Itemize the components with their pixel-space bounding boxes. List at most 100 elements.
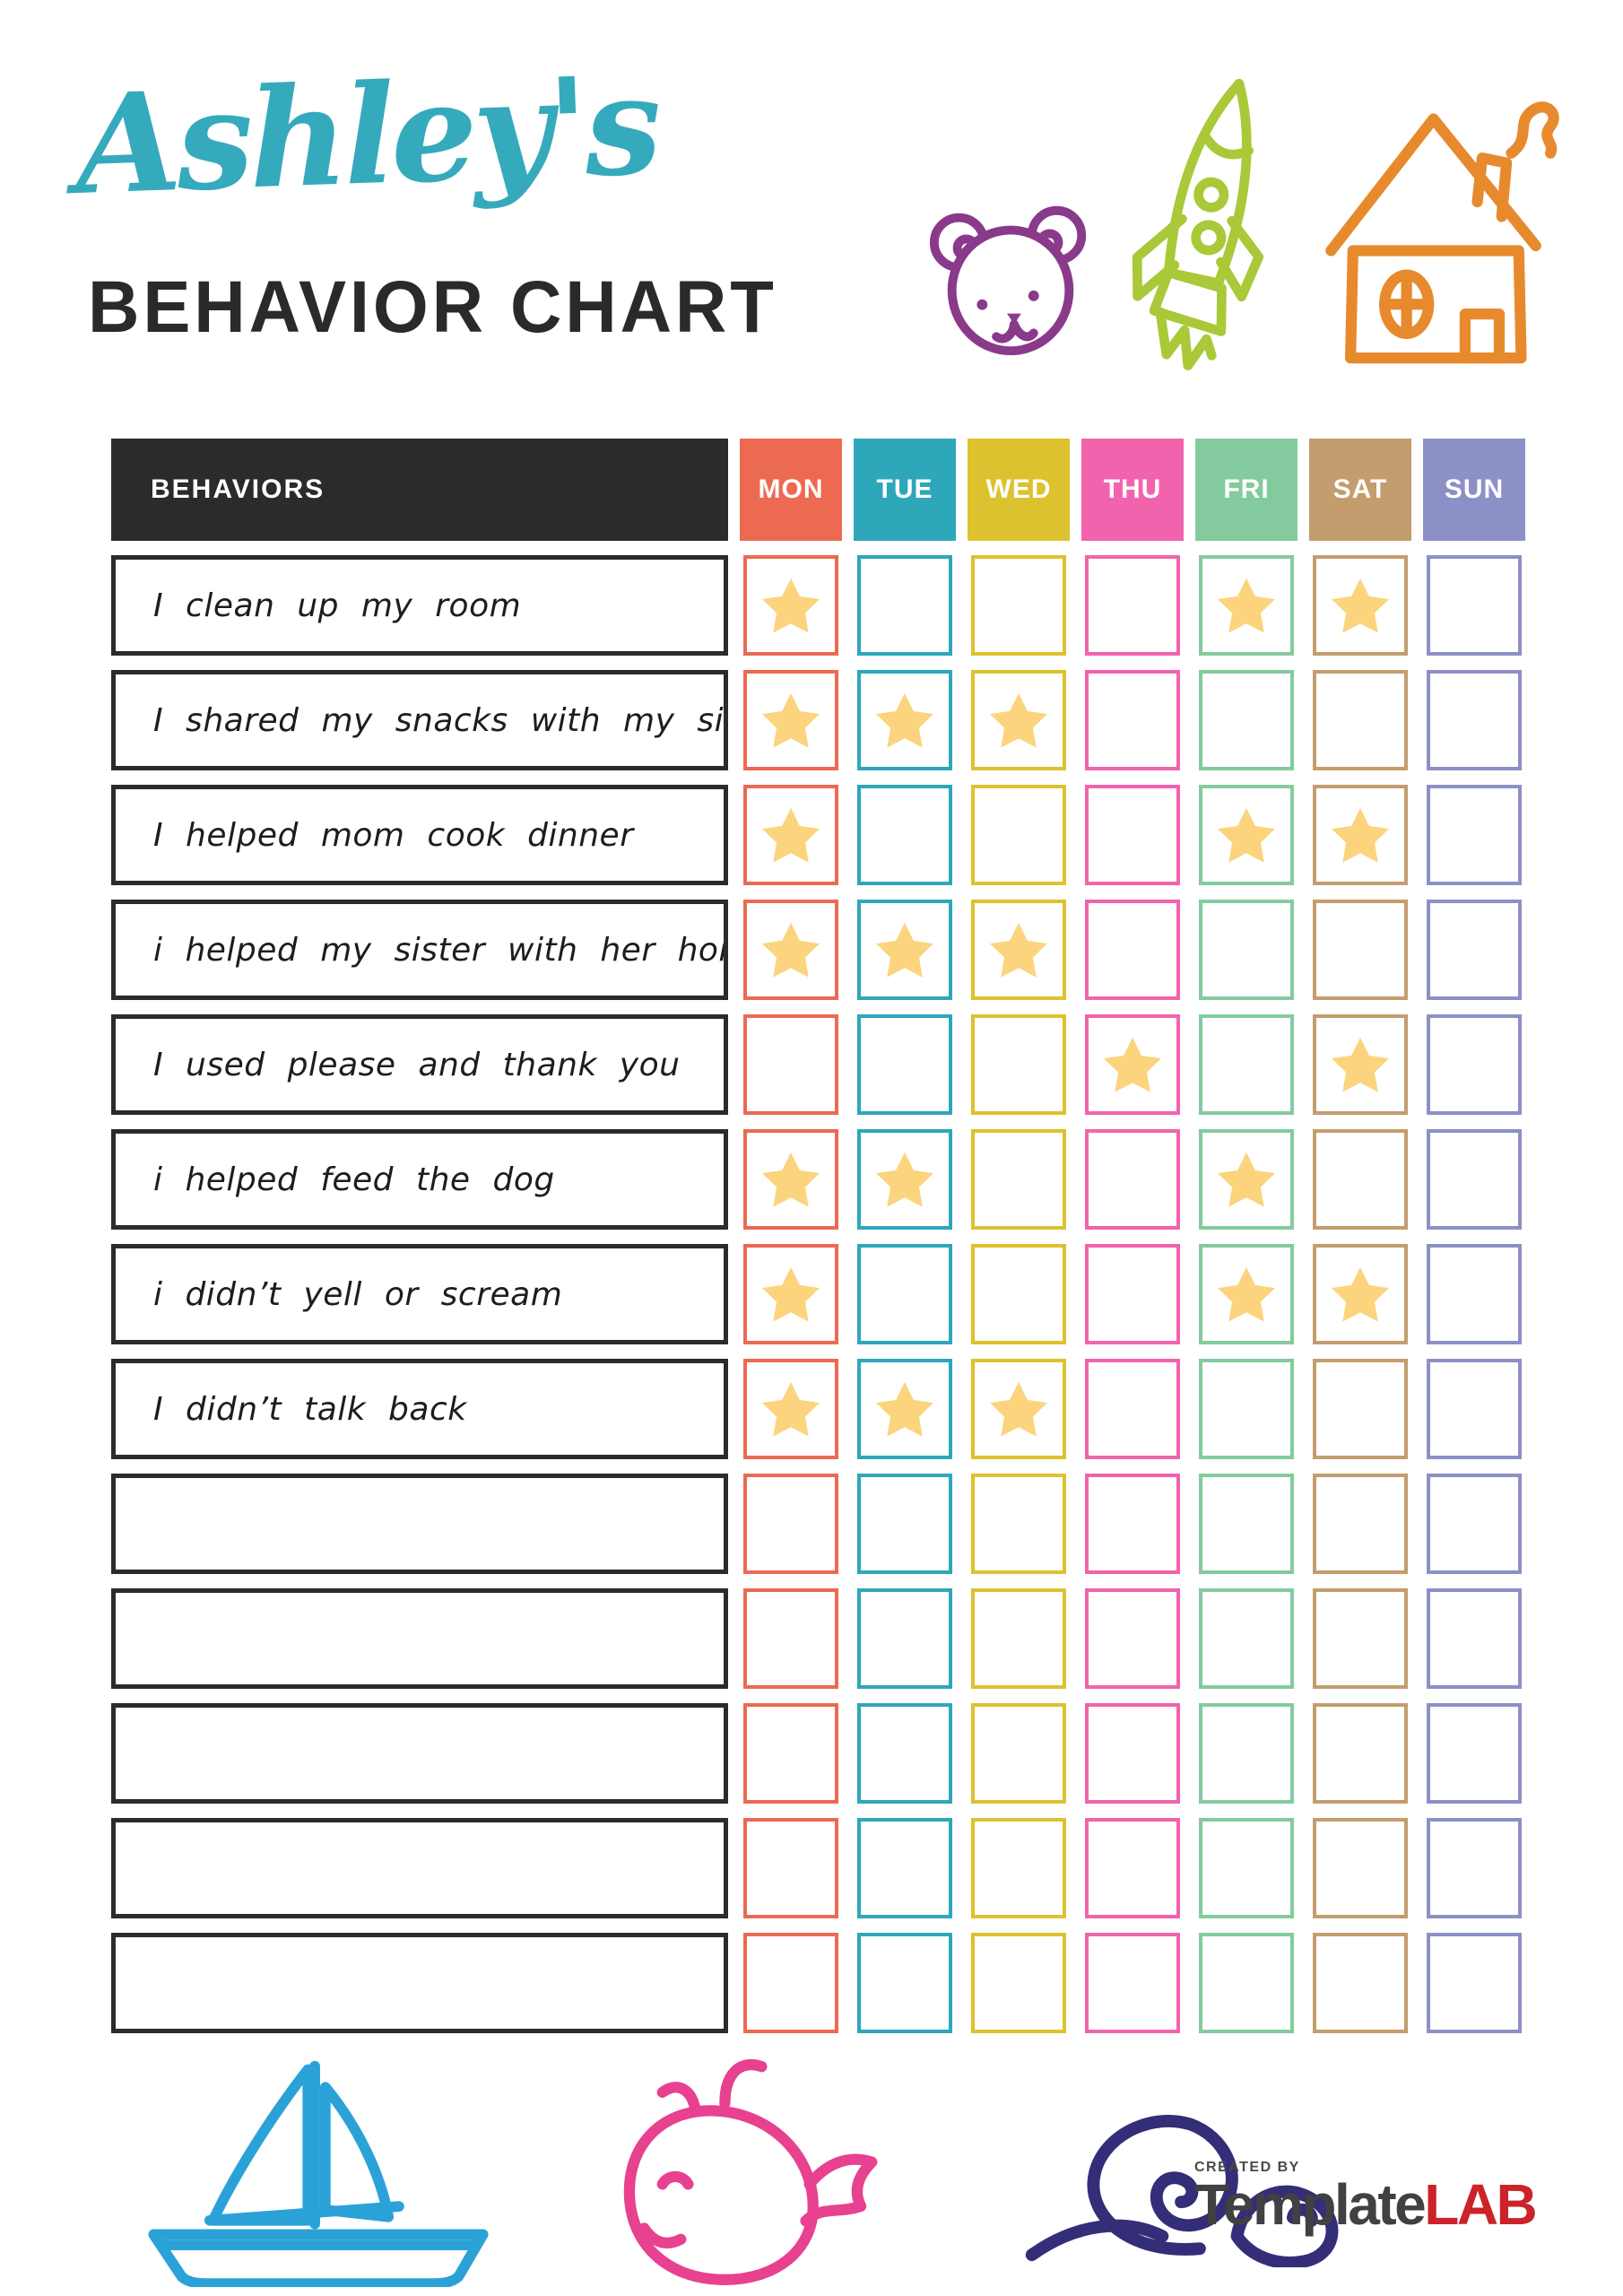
day-checkbox-sun-row8[interactable] [1427,1359,1522,1459]
day-checkbox-wed-row5[interactable] [971,1014,1066,1115]
day-checkbox-fri-row1[interactable] [1199,555,1294,656]
day-checkbox-tue-row10[interactable] [857,1588,952,1689]
day-checkbox-tue-row7[interactable] [857,1244,952,1344]
day-checkbox-thu-row13[interactable] [1085,1933,1180,2033]
day-checkbox-sun-row9[interactable] [1427,1474,1522,1574]
day-checkbox-thu-row2[interactable] [1085,670,1180,770]
day-checkbox-wed-row12[interactable] [971,1818,1066,1918]
day-checkbox-fri-row7[interactable] [1199,1244,1294,1344]
day-checkbox-fri-row3[interactable] [1199,785,1294,885]
day-checkbox-mon-row6[interactable] [743,1129,838,1230]
day-checkbox-thu-row7[interactable] [1085,1244,1180,1344]
day-checkbox-sun-row2[interactable] [1427,670,1522,770]
day-checkbox-mon-row1[interactable] [743,555,838,656]
day-checkbox-wed-row13[interactable] [971,1933,1066,2033]
day-checkbox-sat-row9[interactable] [1313,1474,1408,1574]
day-checkbox-sat-row5[interactable] [1313,1014,1408,1115]
day-checkbox-thu-row4[interactable] [1085,900,1180,1000]
day-checkbox-fri-row5[interactable] [1199,1014,1294,1115]
day-checkbox-sun-row12[interactable] [1427,1818,1522,1918]
behavior-cell[interactable] [111,1703,728,1804]
day-checkbox-sat-row2[interactable] [1313,670,1408,770]
day-checkbox-mon-row8[interactable] [743,1359,838,1459]
day-checkbox-sat-row7[interactable] [1313,1244,1408,1344]
behavior-cell[interactable]: I didn’t talk back [111,1359,728,1459]
day-checkbox-sun-row13[interactable] [1427,1933,1522,2033]
day-checkbox-thu-row8[interactable] [1085,1359,1180,1459]
day-checkbox-tue-row1[interactable] [857,555,952,656]
day-checkbox-wed-row4[interactable] [971,900,1066,1000]
behavior-cell[interactable] [111,1588,728,1689]
day-checkbox-thu-row6[interactable] [1085,1129,1180,1230]
day-checkbox-wed-row10[interactable] [971,1588,1066,1689]
day-checkbox-wed-row11[interactable] [971,1703,1066,1804]
day-checkbox-fri-row11[interactable] [1199,1703,1294,1804]
day-checkbox-thu-row1[interactable] [1085,555,1180,656]
day-checkbox-thu-row12[interactable] [1085,1818,1180,1918]
day-checkbox-sat-row8[interactable] [1313,1359,1408,1459]
day-checkbox-mon-row12[interactable] [743,1818,838,1918]
behavior-cell[interactable] [111,1474,728,1574]
day-checkbox-fri-row10[interactable] [1199,1588,1294,1689]
day-checkbox-tue-row8[interactable] [857,1359,952,1459]
day-checkbox-sat-row13[interactable] [1313,1933,1408,2033]
day-checkbox-wed-row2[interactable] [971,670,1066,770]
day-checkbox-thu-row5[interactable] [1085,1014,1180,1115]
day-checkbox-sat-row1[interactable] [1313,555,1408,656]
day-checkbox-wed-row1[interactable] [971,555,1066,656]
day-checkbox-tue-row2[interactable] [857,670,952,770]
day-checkbox-wed-row3[interactable] [971,785,1066,885]
day-checkbox-mon-row7[interactable] [743,1244,838,1344]
day-checkbox-tue-row11[interactable] [857,1703,952,1804]
day-checkbox-sat-row10[interactable] [1313,1588,1408,1689]
day-checkbox-sun-row4[interactable] [1427,900,1522,1000]
day-checkbox-thu-row3[interactable] [1085,785,1180,885]
day-checkbox-tue-row6[interactable] [857,1129,952,1230]
day-checkbox-sun-row3[interactable] [1427,785,1522,885]
behavior-cell[interactable] [111,1818,728,1918]
day-checkbox-mon-row10[interactable] [743,1588,838,1689]
day-checkbox-mon-row9[interactable] [743,1474,838,1574]
day-checkbox-sun-row1[interactable] [1427,555,1522,656]
behavior-cell[interactable]: I helped mom cook dinner [111,785,728,885]
day-checkbox-mon-row5[interactable] [743,1014,838,1115]
day-checkbox-tue-row12[interactable] [857,1818,952,1918]
day-checkbox-sat-row3[interactable] [1313,785,1408,885]
day-checkbox-sat-row6[interactable] [1313,1129,1408,1230]
day-checkbox-fri-row8[interactable] [1199,1359,1294,1459]
day-checkbox-wed-row9[interactable] [971,1474,1066,1574]
day-checkbox-sat-row12[interactable] [1313,1818,1408,1918]
day-checkbox-mon-row4[interactable] [743,900,838,1000]
day-checkbox-tue-row13[interactable] [857,1933,952,2033]
day-checkbox-mon-row3[interactable] [743,785,838,885]
behavior-cell[interactable]: i didn’t yell or scream [111,1244,728,1344]
day-checkbox-sat-row11[interactable] [1313,1703,1408,1804]
day-checkbox-tue-row5[interactable] [857,1014,952,1115]
behavior-cell[interactable] [111,1933,728,2033]
day-checkbox-mon-row2[interactable] [743,670,838,770]
day-checkbox-sun-row5[interactable] [1427,1014,1522,1115]
day-checkbox-mon-row13[interactable] [743,1933,838,2033]
day-checkbox-sun-row7[interactable] [1427,1244,1522,1344]
day-checkbox-sat-row4[interactable] [1313,900,1408,1000]
behavior-cell[interactable]: I clean up my room [111,555,728,656]
day-checkbox-tue-row4[interactable] [857,900,952,1000]
behavior-cell[interactable]: I shared my snacks with my sister [111,670,728,770]
behavior-cell[interactable]: i helped my sister with her homework [111,900,728,1000]
day-checkbox-fri-row2[interactable] [1199,670,1294,770]
day-checkbox-fri-row6[interactable] [1199,1129,1294,1230]
day-checkbox-wed-row6[interactable] [971,1129,1066,1230]
day-checkbox-wed-row8[interactable] [971,1359,1066,1459]
day-checkbox-sun-row10[interactable] [1427,1588,1522,1689]
day-checkbox-wed-row7[interactable] [971,1244,1066,1344]
day-checkbox-mon-row11[interactable] [743,1703,838,1804]
day-checkbox-thu-row11[interactable] [1085,1703,1180,1804]
day-checkbox-sun-row6[interactable] [1427,1129,1522,1230]
day-checkbox-fri-row13[interactable] [1199,1933,1294,2033]
day-checkbox-fri-row4[interactable] [1199,900,1294,1000]
day-checkbox-tue-row9[interactable] [857,1474,952,1574]
day-checkbox-tue-row3[interactable] [857,785,952,885]
behavior-cell[interactable]: I used please and thank you [111,1014,728,1115]
day-checkbox-sun-row11[interactable] [1427,1703,1522,1804]
behavior-cell[interactable]: i helped feed the dog [111,1129,728,1230]
